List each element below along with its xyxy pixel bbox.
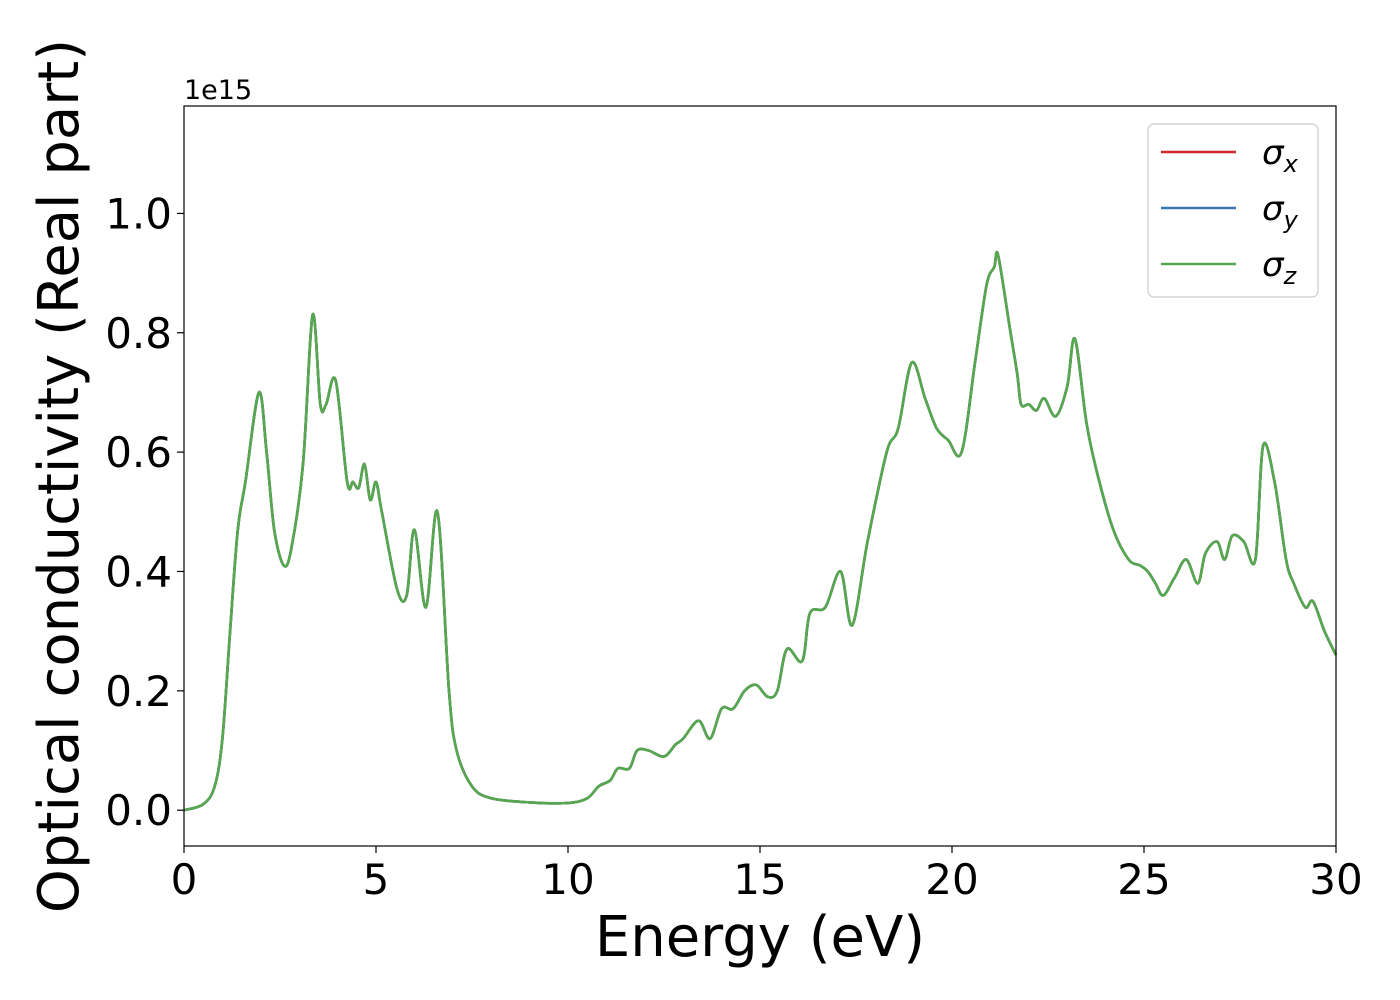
y-tick-label: 1.0 <box>105 189 172 238</box>
y-tick-label: 0.2 <box>105 667 172 716</box>
x-tick-label: 20 <box>925 855 978 904</box>
x-axis-title: Energy (eV) <box>595 905 925 970</box>
legend-label-sigma-z: σz <box>1262 245 1298 290</box>
y-axis-ticks: 0.0 0.2 0.4 0.6 0.8 1.0 <box>105 189 184 835</box>
x-tick-label: 5 <box>363 855 390 904</box>
y-tick-label: 0.8 <box>105 309 172 358</box>
x-tick-label: 25 <box>1117 855 1170 904</box>
x-tick-label: 0 <box>171 855 198 904</box>
x-tick-label: 10 <box>541 855 594 904</box>
x-tick-label: 30 <box>1309 855 1362 904</box>
x-tick-label: 15 <box>733 855 786 904</box>
y-tick-label: 0.4 <box>105 547 172 596</box>
y-tick-label: 0.0 <box>105 786 172 835</box>
x-axis-ticks: 0 5 10 15 20 25 30 <box>171 846 1363 904</box>
legend-label-sigma-x: σx <box>1262 133 1299 178</box>
y-axis-title: Optical conductivity (Real part) <box>27 39 92 913</box>
series-lines <box>183 250 1338 812</box>
y-offset-label: 1e15 <box>184 75 252 106</box>
legend-label-sigma-y: σy <box>1262 189 1299 234</box>
legend-items: σx σy σz <box>1161 133 1299 290</box>
legend-box <box>1147 123 1319 298</box>
y-tick-label: 0.6 <box>105 428 172 477</box>
series-line-sigma-z <box>183 250 1338 812</box>
legend: σx σy σz <box>1147 123 1319 298</box>
